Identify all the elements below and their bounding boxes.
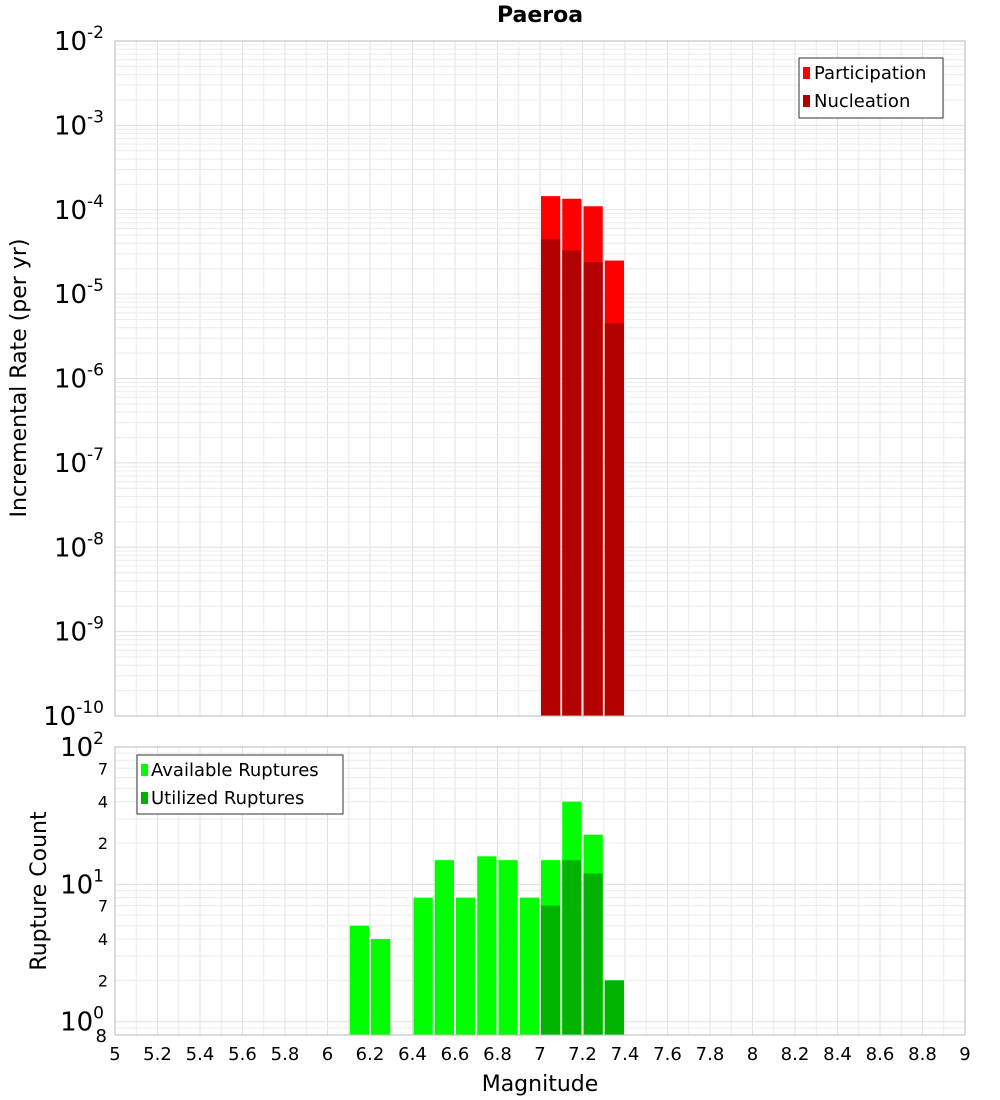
x-ticks: 5 5.2 5.4 5.6 5.8 6 6.2 6.4 6.6 6.8 7 7.2 7.4 7.6 7.8 8…: [109, 1044, 970, 1065]
x-tick-label: 8.2: [781, 1044, 810, 1065]
bottom-y-ticks: 100 101 102 2 4 7 2 4 7 8: [60, 729, 108, 1047]
bottom-bar-utilized-ruptures: [583, 873, 603, 1035]
top-y-tick-label: 10-8: [54, 529, 104, 563]
top-y-tick-label: 10-3: [54, 107, 104, 141]
bottom-y-minor-tick-label: 2: [98, 971, 108, 990]
top-y-axis-label: Incremental Rate (per yr): [7, 239, 32, 518]
x-tick-label: 8.4: [823, 1044, 852, 1065]
x-tick-label: 6: [322, 1044, 333, 1065]
top-y-tick-label: 10-10: [43, 698, 104, 732]
x-tick-label: 8.6: [866, 1044, 895, 1065]
top-bar-nucleation: [541, 239, 561, 716]
top-bar-nucleation: [583, 262, 603, 716]
bottom-bar-available-ruptures: [371, 939, 391, 1035]
bottom-bars: [349, 801, 624, 1035]
bottom-bar-utilized-ruptures: [604, 980, 624, 1035]
top-legend-box: [798, 57, 944, 119]
top-y-tick-label: 10-6: [54, 361, 104, 395]
legend-swatch-utilized: [141, 792, 148, 804]
top-y-ticks: 10-10 10-9 10-8 10-7 10-6 10-5 10-4 10-3 10-2: [43, 23, 104, 732]
bottom-bar-available-ruptures: [519, 897, 539, 1035]
bottom-legend: Available Ruptures Utilized Ruptures: [136, 754, 344, 815]
legend-label-participation: Participation: [814, 63, 926, 84]
x-tick-label: 9: [959, 1044, 970, 1065]
bottom-y-minor-tick-label: 7: [98, 897, 108, 916]
bottom-y-minor-tick-label: 4: [98, 793, 108, 812]
x-tick-label: 8: [747, 1044, 758, 1065]
bottom-bar-available-ruptures: [349, 925, 369, 1035]
bottom-bar-available-ruptures: [456, 897, 476, 1035]
bottom-bar-available-ruptures: [498, 860, 518, 1035]
top-y-tick-label: 10-5: [54, 276, 104, 310]
x-tick-label: 5.2: [143, 1044, 172, 1065]
top-y-tick-label: 10-9: [54, 614, 104, 648]
bottom-bar-utilized-ruptures: [541, 905, 561, 1035]
bottom-y-axis-label: Rupture Count: [27, 811, 52, 971]
x-tick-label: 6.8: [483, 1044, 512, 1065]
x-tick-label: 5: [109, 1044, 120, 1065]
top-bars: [541, 196, 624, 717]
x-tick-label: 8.8: [908, 1044, 937, 1065]
bottom-bar-available-ruptures: [434, 860, 454, 1035]
x-axis-label: Magnitude: [482, 1072, 599, 1097]
legend-swatch-available: [141, 764, 148, 776]
top-y-tick-label: 10-4: [54, 192, 104, 226]
legend-label-utilized: Utilized Ruptures: [151, 788, 304, 809]
bottom-bar-available-ruptures: [477, 856, 497, 1035]
bottom-y-minor-tick-label: 2: [98, 834, 108, 853]
x-tick-label: 5.8: [271, 1044, 300, 1065]
x-tick-label: 5.4: [186, 1044, 215, 1065]
legend-label-nucleation: Nucleation: [814, 91, 910, 112]
top-y-tick-label: 10-7: [54, 445, 104, 479]
x-tick-label: 6.4: [398, 1044, 427, 1065]
bottom-legend-box: [136, 754, 344, 815]
bottom-y-tick-label: 101: [60, 866, 104, 900]
legend-swatch-participation: [803, 67, 810, 79]
x-tick-label: 7.8: [696, 1044, 725, 1065]
top-bar-nucleation: [562, 250, 582, 717]
top-y-tick-label: 10-2: [54, 23, 104, 57]
top-legend: Participation Nucleation: [798, 57, 944, 119]
x-tick-label: 6.2: [356, 1044, 385, 1065]
x-tick-label: 7.2: [568, 1044, 597, 1065]
x-tick-label: 6.6: [441, 1044, 470, 1065]
legend-label-available: Available Ruptures: [151, 760, 319, 781]
x-tick-label: 7.4: [611, 1044, 640, 1065]
bottom-y-tick-label: 100: [60, 1004, 104, 1038]
bottom-bar-utilized-ruptures: [562, 860, 582, 1035]
top-bar-nucleation: [604, 323, 624, 716]
chart-title: Paeroa: [497, 3, 583, 28]
legend-swatch-nucleation: [803, 95, 810, 107]
x-tick-label: 7: [534, 1044, 545, 1065]
bottom-y-minor-tick-label: 7: [98, 759, 108, 778]
top-panel: 10-10 10-9 10-8 10-7 10-6 10-5 10-4 10-3 10-2: [43, 23, 966, 732]
bottom-y-tick-label: 102: [60, 729, 104, 763]
x-tick-label: 7.6: [653, 1044, 682, 1065]
bottom-bar-available-ruptures: [413, 897, 433, 1035]
x-tick-label: 5.6: [228, 1044, 257, 1065]
plot-frame: [114, 40, 966, 717]
grid: [114, 40, 966, 717]
bottom-y-minor-tick-label: 4: [98, 930, 108, 949]
plot-frame: [114, 746, 966, 1036]
bottom-y-minor-tick-label: 8: [96, 1026, 107, 1047]
